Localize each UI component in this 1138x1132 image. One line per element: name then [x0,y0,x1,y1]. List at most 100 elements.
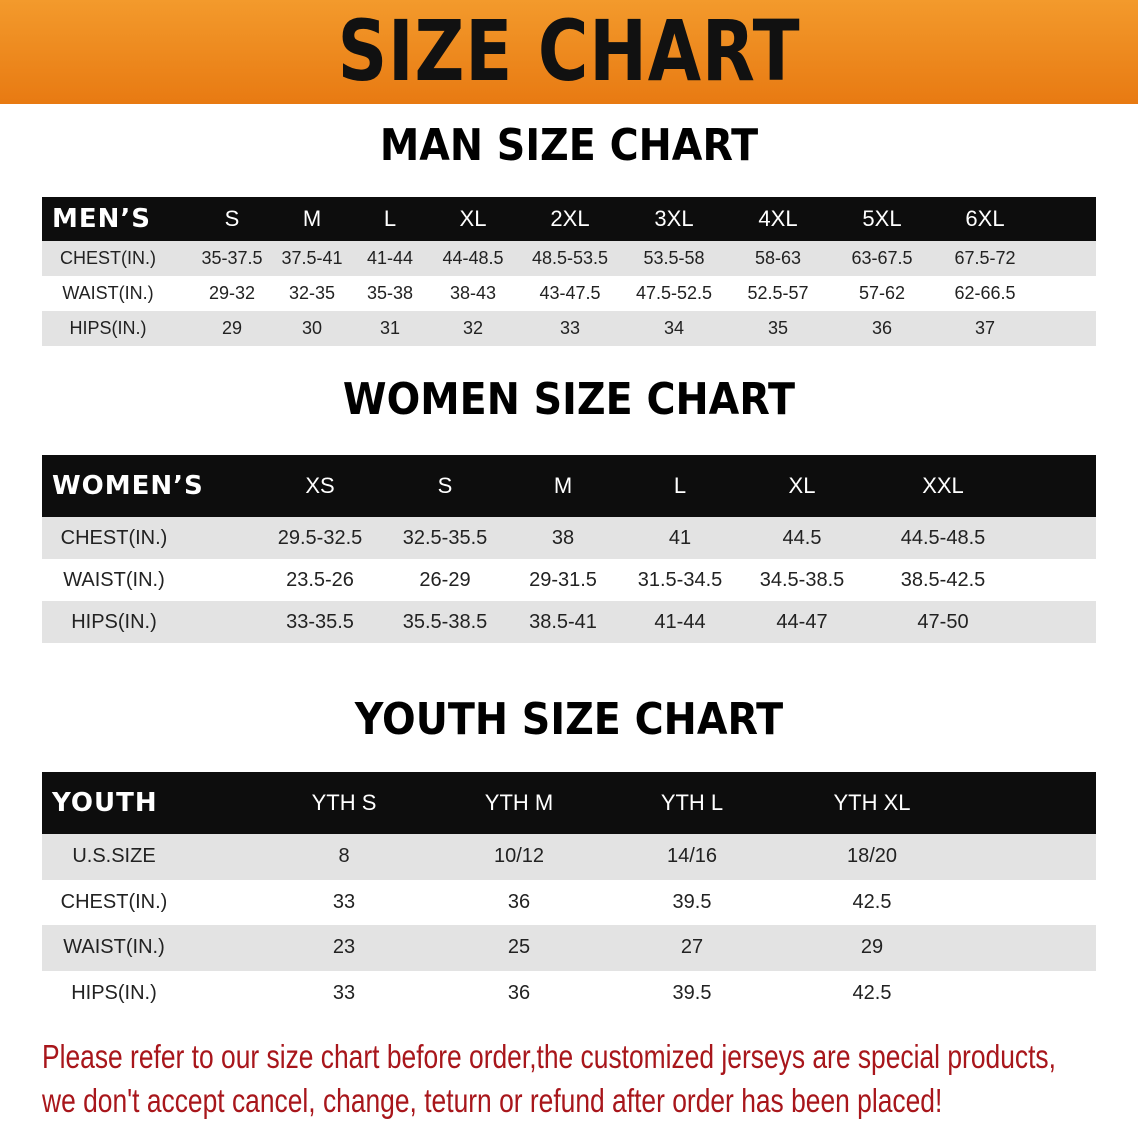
table-cell: 44.5 [782,526,822,549]
table-cell: 29.5-32.5 [277,526,363,549]
table-cell: 39.5 [672,981,712,1004]
table-cell: 57-62 [858,283,906,303]
table-row: CHEST(IN.) 35-37.5 37.5-41 41-44 44-48.5 48.5… [42,241,1096,276]
table-row: WAIST(IN.) 23.5-26 26-29 29-31.5 31.5-34.5 34… [42,559,1096,601]
row-label: CHEST(IN.) [60,890,168,913]
table-cell: 53.5-58 [643,248,705,268]
size-header-cell: S [437,473,453,498]
table-cell: 33 [559,318,581,338]
table-cell: 41-44 [654,610,706,633]
size-header-cell: XS [305,473,335,498]
table-header-row: YOUTH YTH S YTH M YTH L YTH XL [42,772,1096,834]
size-header-cell: XL [459,206,487,231]
row-label: HIPS(IN.) [71,610,157,633]
table-cell: 67.5-72 [954,248,1016,268]
table-header-label: YOUTH [52,788,158,818]
table-row: HIPS(IN.) 29 30 31 32 33 34 35 36 37 [42,311,1096,346]
table-cell: 29 [221,318,243,338]
table-cell: 23 [332,936,356,959]
table-cell: 37 [974,318,996,338]
table-cell: 23.5-26 [286,568,354,591]
size-header-cell: YTH S [311,790,377,815]
table-cell: 35 [767,318,789,338]
table-cell: 52.5-57 [747,283,809,303]
table-cell: 58-63 [754,248,802,268]
table-cell: 26-29 [419,568,471,591]
table-cell: 38-43 [449,283,497,303]
table-cell: 48.5-53.5 [531,248,609,268]
table-cell: 32.5-35.5 [402,526,488,549]
page-title: SIZE CHART [337,2,801,100]
size-header-cell: YTH L [660,790,724,815]
size-header-cell: YTH M [484,790,554,815]
size-header-cell: S [224,206,240,231]
table-cell: 14/16 [666,845,718,868]
men-section-title: MAN SIZE CHART [379,120,759,171]
banner: SIZE CHART [0,0,1138,104]
table-cell: 10/12 [493,845,545,868]
table-cell: 38.5-41 [529,610,597,633]
table-cell: 34 [663,318,685,338]
youth-section-title: YOUTH SIZE CHART [354,694,784,745]
table-cell: 32-35 [288,283,336,303]
table-cell: 34.5-38.5 [759,568,845,591]
table-header-label: MEN’S [52,204,151,234]
table-cell: 38 [551,526,575,549]
table-cell: 41 [668,526,692,549]
table-cell: 37.5-41 [281,248,343,268]
table-cell: 44-48.5 [442,248,504,268]
table-cell: 63-67.5 [851,248,913,268]
table-cell: 35.5-38.5 [402,610,488,633]
size-header-cell: 3XL [654,206,694,231]
table-cell: 33 [332,981,356,1004]
row-label: U.S.SIZE [72,845,156,868]
table-cell: 27 [680,936,704,959]
table-cell: 36 [871,318,893,338]
table-header-label: WOMEN’S [52,471,204,501]
row-label: HIPS(IN.) [69,318,147,338]
size-header-cell: M [302,206,322,231]
notice-line-1: Please refer to our size chart before or… [42,1038,1056,1075]
row-label: WAIST(IN.) [62,283,154,303]
table-cell: 41-44 [366,248,414,268]
table-row: HIPS(IN.) 33-35.5 35.5-38.5 38.5-41 41-44 44-… [42,601,1096,643]
table-cell: 31 [379,318,401,338]
table-cell: 31.5-34.5 [637,568,723,591]
row-label: WAIST(IN.) [63,936,165,959]
table-header-row: MEN’S S M L XL 2XL 3XL 4XL 5XL 6XL [42,197,1096,241]
table-cell: 25 [507,936,531,959]
table-cell: 29-31.5 [529,568,597,591]
size-header-cell: 5XL [862,206,902,231]
table-cell: 18/20 [846,845,898,868]
table-cell: 30 [301,318,323,338]
table-cell: 36 [507,890,531,913]
size-header-cell: YTH XL [833,790,911,815]
table-cell: 33 [332,890,356,913]
row-label: HIPS(IN.) [71,981,157,1004]
table-cell: 36 [507,981,531,1004]
table-cell: 35-37.5 [201,248,263,268]
row-label: CHEST(IN.) [60,248,156,268]
size-header-cell: XL [788,473,816,498]
table-cell: 35-38 [366,283,414,303]
table-row: CHEST(IN.) 29.5-32.5 32.5-35.5 38 41 44.5 44.5… [42,517,1096,559]
table-cell: 29-32 [208,283,256,303]
table-cell: 47-50 [917,610,969,633]
table-cell: 44-47 [776,610,828,633]
table-cell: 43-47.5 [539,283,601,303]
table-cell: 42.5 [852,890,892,913]
table-row: WAIST(IN.) 29-32 32-35 35-38 38-43 43-47.5 47.… [42,276,1096,311]
size-header-cell: 2XL [550,206,590,231]
size-header-cell: M [553,473,573,498]
size-header-cell: L [673,473,687,498]
row-label: CHEST(IN.) [60,526,168,549]
table-row: WAIST(IN.) 23 25 27 29 [42,925,1096,971]
size-header-cell: L [383,206,397,231]
size-header-cell: 6XL [965,206,1005,231]
table-cell: 42.5 [852,981,892,1004]
table-cell: 29 [860,936,884,959]
table-row: CHEST(IN.) 33 36 39.5 42.5 [42,879,1096,925]
table-cell: 62-66.5 [954,283,1016,303]
size-header-cell: XXL [922,473,964,498]
women-section-title: WOMEN SIZE CHART [342,374,796,425]
